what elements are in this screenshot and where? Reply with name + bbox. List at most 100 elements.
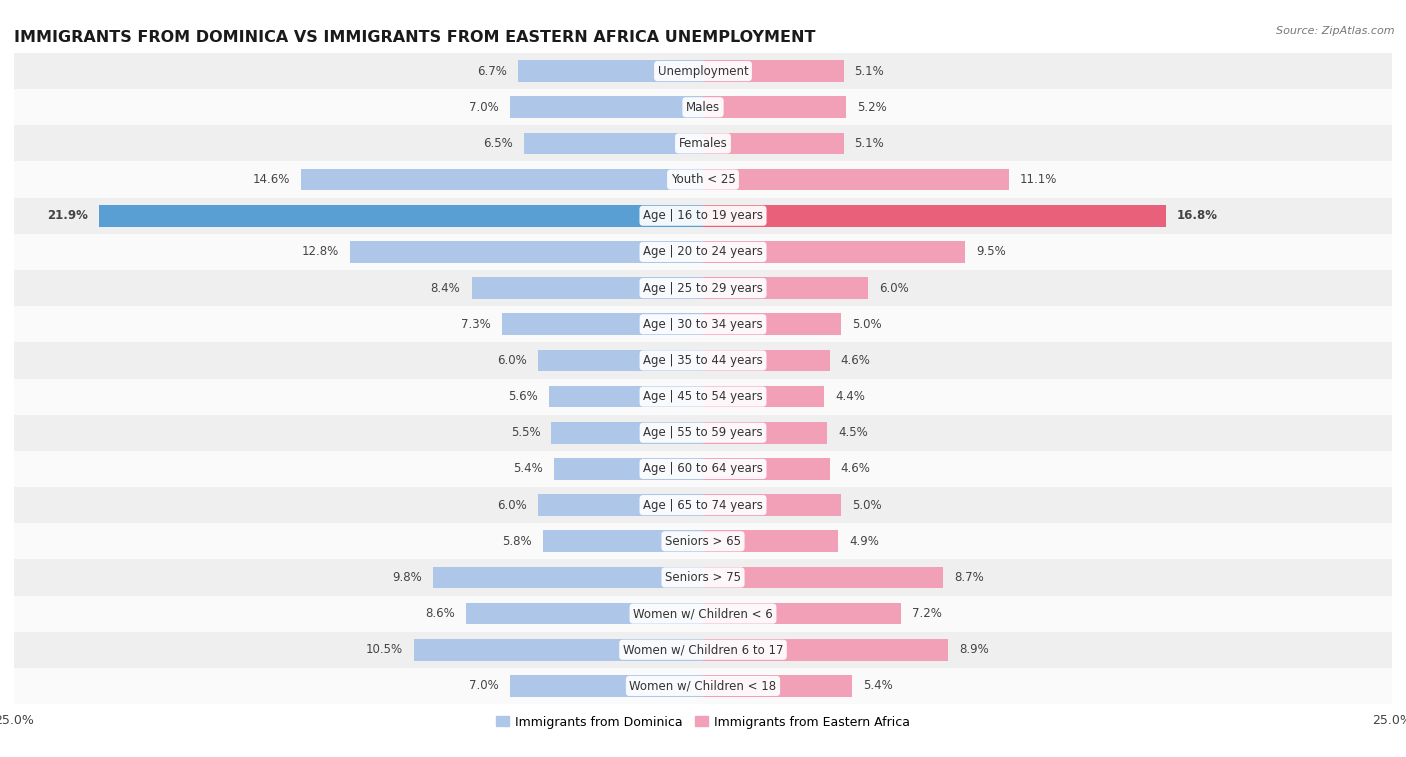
Bar	[703, 531, 838, 552]
Text: 9.8%: 9.8%	[392, 571, 422, 584]
Bar	[703, 675, 852, 696]
Text: 6.0%: 6.0%	[879, 282, 910, 294]
Bar	[703, 132, 844, 154]
Text: 7.3%: 7.3%	[461, 318, 491, 331]
Text: 4.9%: 4.9%	[849, 534, 879, 548]
Bar	[703, 386, 824, 407]
Bar	[14, 451, 1392, 487]
Text: Age | 45 to 54 years: Age | 45 to 54 years	[643, 390, 763, 403]
Bar	[14, 270, 1392, 306]
Text: Unemployment: Unemployment	[658, 64, 748, 77]
Bar	[703, 458, 830, 480]
Text: Youth < 25: Youth < 25	[671, 173, 735, 186]
Text: 7.2%: 7.2%	[912, 607, 942, 620]
Bar	[703, 603, 901, 625]
Bar	[510, 675, 703, 696]
Bar	[14, 378, 1392, 415]
Bar	[471, 277, 703, 299]
Text: Age | 30 to 34 years: Age | 30 to 34 years	[643, 318, 763, 331]
Bar	[14, 126, 1392, 161]
Bar	[703, 566, 943, 588]
Text: Females: Females	[679, 137, 727, 150]
Text: 5.2%: 5.2%	[858, 101, 887, 114]
Text: 4.6%: 4.6%	[841, 463, 870, 475]
Text: Age | 60 to 64 years: Age | 60 to 64 years	[643, 463, 763, 475]
Text: Age | 20 to 24 years: Age | 20 to 24 years	[643, 245, 763, 258]
Text: 8.9%: 8.9%	[959, 643, 988, 656]
Text: Women w/ Children 6 to 17: Women w/ Children 6 to 17	[623, 643, 783, 656]
Bar	[703, 241, 965, 263]
Text: 6.5%: 6.5%	[484, 137, 513, 150]
Text: Women w/ Children < 6: Women w/ Children < 6	[633, 607, 773, 620]
Text: Seniors > 75: Seniors > 75	[665, 571, 741, 584]
Text: Age | 25 to 29 years: Age | 25 to 29 years	[643, 282, 763, 294]
Bar	[703, 494, 841, 516]
Text: 8.4%: 8.4%	[430, 282, 461, 294]
Text: 7.0%: 7.0%	[470, 680, 499, 693]
Bar	[703, 169, 1010, 191]
Bar	[301, 169, 703, 191]
Text: Age | 16 to 19 years: Age | 16 to 19 years	[643, 209, 763, 223]
Bar	[14, 631, 1392, 668]
Bar	[465, 603, 703, 625]
Bar	[14, 306, 1392, 342]
Text: 4.4%: 4.4%	[835, 390, 865, 403]
Bar	[14, 53, 1392, 89]
Text: 5.4%: 5.4%	[513, 463, 543, 475]
Bar	[350, 241, 703, 263]
Text: Source: ZipAtlas.com: Source: ZipAtlas.com	[1277, 26, 1395, 36]
Text: 6.7%: 6.7%	[478, 64, 508, 77]
Bar	[502, 313, 703, 335]
Text: Age | 55 to 59 years: Age | 55 to 59 years	[643, 426, 763, 439]
Bar	[548, 386, 703, 407]
Bar	[519, 61, 703, 82]
Text: 5.0%: 5.0%	[852, 318, 882, 331]
Text: IMMIGRANTS FROM DOMINICA VS IMMIGRANTS FROM EASTERN AFRICA UNEMPLOYMENT: IMMIGRANTS FROM DOMINICA VS IMMIGRANTS F…	[14, 30, 815, 45]
Text: 5.0%: 5.0%	[852, 499, 882, 512]
Text: 5.1%: 5.1%	[855, 137, 884, 150]
Text: Males: Males	[686, 101, 720, 114]
Bar	[14, 668, 1392, 704]
Bar	[703, 96, 846, 118]
Text: 5.4%: 5.4%	[863, 680, 893, 693]
Text: 8.7%: 8.7%	[953, 571, 984, 584]
Bar	[14, 523, 1392, 559]
Text: Seniors > 65: Seniors > 65	[665, 534, 741, 548]
Bar	[537, 350, 703, 371]
Bar	[14, 415, 1392, 451]
Bar	[703, 422, 827, 444]
Bar	[100, 205, 703, 226]
Bar	[543, 531, 703, 552]
Bar	[14, 559, 1392, 596]
Bar	[14, 234, 1392, 270]
Text: 8.6%: 8.6%	[425, 607, 456, 620]
Text: 12.8%: 12.8%	[302, 245, 339, 258]
Bar	[14, 487, 1392, 523]
Bar	[14, 198, 1392, 234]
Bar	[703, 639, 948, 661]
Legend: Immigrants from Dominica, Immigrants from Eastern Africa: Immigrants from Dominica, Immigrants fro…	[491, 711, 915, 734]
Bar	[537, 494, 703, 516]
Bar	[703, 313, 841, 335]
Bar	[703, 205, 1166, 226]
Bar	[413, 639, 703, 661]
Text: Women w/ Children < 18: Women w/ Children < 18	[630, 680, 776, 693]
Bar	[14, 161, 1392, 198]
Bar	[14, 342, 1392, 378]
Text: Age | 65 to 74 years: Age | 65 to 74 years	[643, 499, 763, 512]
Text: 5.5%: 5.5%	[510, 426, 540, 439]
Text: 14.6%: 14.6%	[252, 173, 290, 186]
Text: 4.6%: 4.6%	[841, 354, 870, 367]
Text: Age | 35 to 44 years: Age | 35 to 44 years	[643, 354, 763, 367]
Text: 10.5%: 10.5%	[366, 643, 402, 656]
Bar	[524, 132, 703, 154]
Text: 7.0%: 7.0%	[470, 101, 499, 114]
Text: 5.1%: 5.1%	[855, 64, 884, 77]
Text: 5.6%: 5.6%	[508, 390, 537, 403]
Text: 5.8%: 5.8%	[502, 534, 531, 548]
Bar	[703, 277, 869, 299]
Text: 9.5%: 9.5%	[976, 245, 1005, 258]
Bar	[703, 61, 844, 82]
Text: 16.8%: 16.8%	[1177, 209, 1218, 223]
Text: 21.9%: 21.9%	[48, 209, 89, 223]
